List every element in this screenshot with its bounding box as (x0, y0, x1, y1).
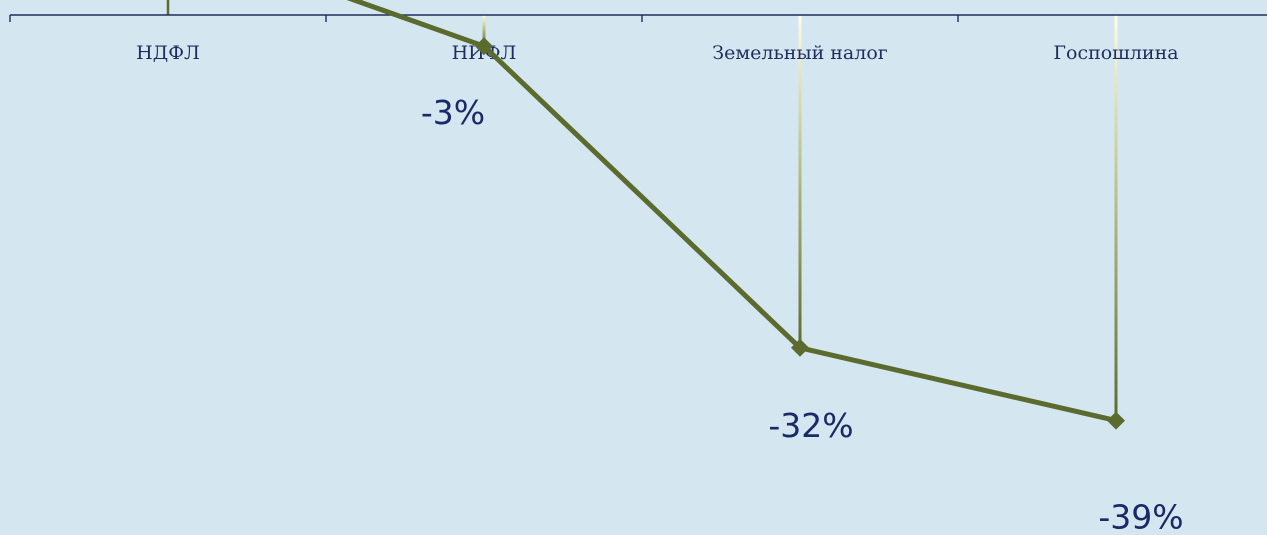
drop-lines (166, 0, 1118, 421)
series-line (346, 0, 1119, 424)
data-point-marker (475, 37, 493, 56)
series-line-layer (346, 0, 1125, 430)
data-label: -3% (421, 93, 485, 132)
labels-layer: -3% -32% -39% (421, 93, 1184, 535)
data-label: -39% (1098, 498, 1183, 535)
category-label: Госпошлина (1053, 42, 1178, 64)
data-point-marker (1107, 411, 1125, 430)
category-label: НДФЛ (136, 42, 200, 64)
category-label: Земельный налог (712, 42, 888, 64)
drop-line (1114, 15, 1118, 421)
data-point-marker (791, 338, 809, 357)
drop-line (798, 15, 802, 348)
drop-line (482, 15, 486, 47)
data-label: -32% (768, 406, 853, 445)
